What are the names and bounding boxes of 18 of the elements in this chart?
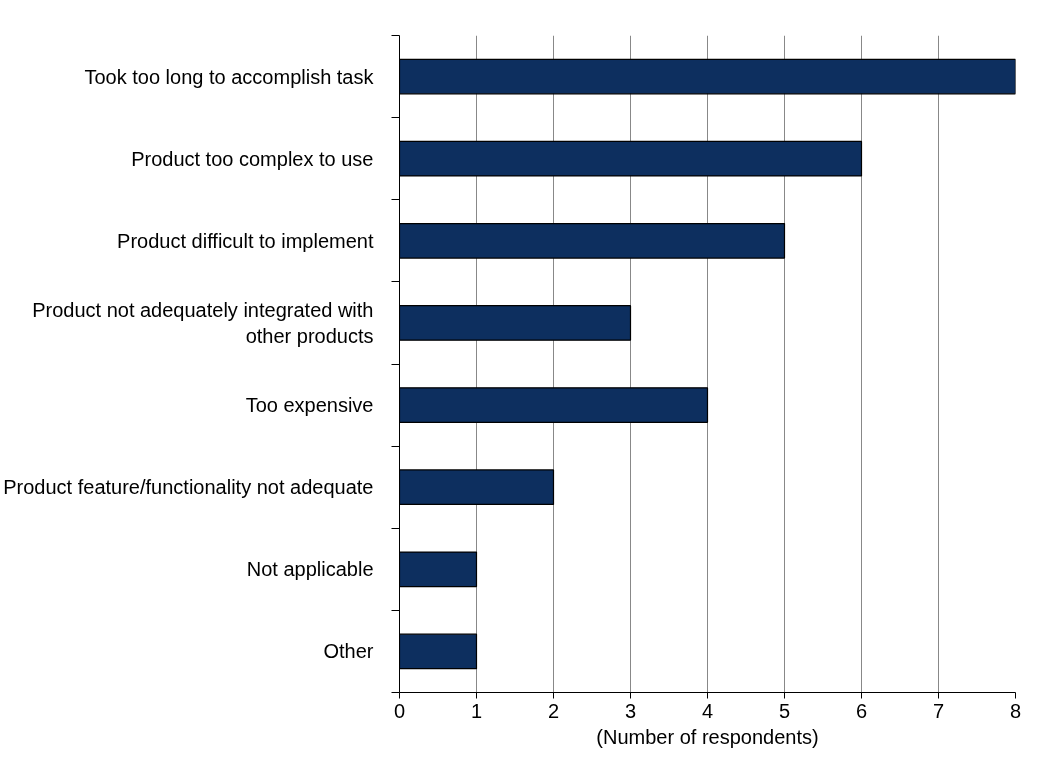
x-tick-label: 2	[547, 699, 560, 722]
y-tick-label: Too expensive	[245, 394, 374, 417]
y-tick-label: Other	[323, 640, 374, 663]
x-tick-label: 6	[855, 699, 868, 722]
x-tick-label: 3	[624, 699, 637, 722]
y-tick-label: Product not adequately integrated with other products	[32, 298, 374, 348]
x-tick-label: 4	[701, 699, 714, 722]
x-tick-label: 1	[470, 699, 483, 722]
x-tick-label: 0	[393, 699, 406, 722]
x-axis-title: (Number of respondents)	[596, 725, 819, 748]
x-tick-label: 8	[1009, 699, 1022, 722]
y-tick-label: Product feature/functionality not adequate	[3, 476, 374, 499]
x-tick-label: 5	[778, 699, 791, 722]
x-tick-label: 7	[932, 699, 945, 722]
y-tick-label: Took too long to accomplish task	[84, 65, 375, 88]
y-tick-label: Not applicable	[246, 558, 374, 581]
y-tick-label: Product too complex to use	[131, 147, 374, 170]
y-tick-label: Product difficult to implement	[117, 229, 374, 252]
